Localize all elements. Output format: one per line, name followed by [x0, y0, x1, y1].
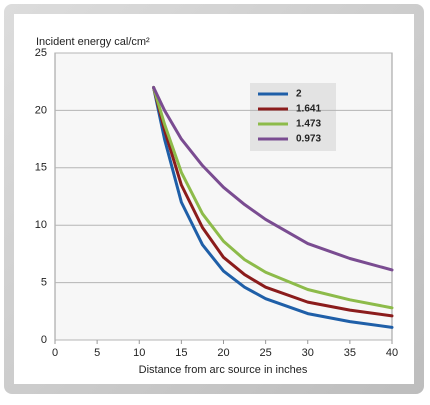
x-tick-label: 25: [260, 347, 272, 359]
x-tick-label: 40: [386, 347, 398, 359]
legend-label: 2: [296, 89, 302, 100]
y-tick-label: 20: [35, 104, 47, 116]
x-tick-label: 35: [344, 347, 356, 359]
series-line: [152, 85, 394, 310]
y-axis-title: Incident energy cal/cm²: [36, 36, 150, 48]
x-tick-label: 10: [133, 347, 145, 359]
y-tick-label: 0: [41, 334, 47, 346]
x-tick-label: 30: [302, 347, 314, 359]
x-tick-label: 0: [52, 347, 58, 359]
legend-label: 0.973: [296, 134, 321, 145]
y-tick-label: 25: [35, 47, 47, 59]
x-axis-title: Distance from arc source in inches: [139, 364, 308, 376]
x-tick-label: 15: [175, 347, 187, 359]
x-tick-label: 20: [217, 347, 229, 359]
x-tick-label: 5: [94, 347, 100, 359]
series-line: [152, 85, 394, 272]
y-tick-label: 15: [35, 162, 47, 174]
legend-label: 1.473: [296, 119, 321, 130]
legend-label: 1.641: [296, 104, 321, 115]
series-line: [152, 85, 394, 329]
y-tick-label: 10: [35, 219, 47, 231]
y-tick-label: 5: [41, 277, 47, 289]
series-line: [152, 85, 394, 318]
